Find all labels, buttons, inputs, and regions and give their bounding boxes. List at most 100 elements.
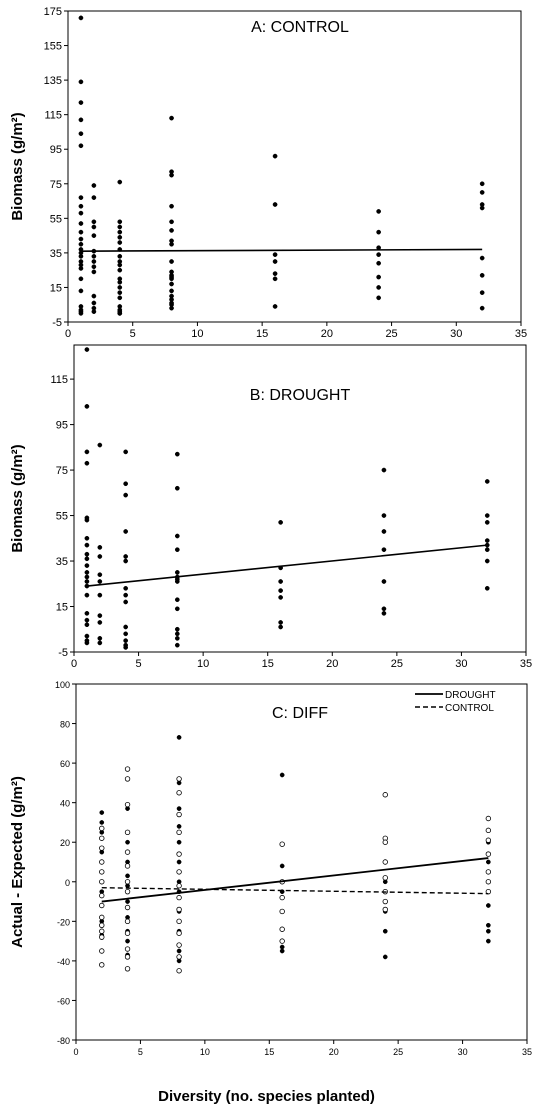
y-tick-label: 15 xyxy=(50,282,62,294)
y-tick-label: 75 xyxy=(56,465,68,477)
data-point xyxy=(123,558,129,564)
data-point xyxy=(97,640,103,646)
y-tick-label: -40 xyxy=(57,957,70,967)
x-tick-label: 0 xyxy=(73,1047,78,1057)
data-point-open xyxy=(99,825,105,832)
data-point xyxy=(84,551,90,557)
data-point xyxy=(484,479,490,484)
data-point xyxy=(78,117,84,123)
fit-lines xyxy=(86,544,488,587)
data-point xyxy=(381,513,387,518)
y-tick-label: 100 xyxy=(55,680,70,690)
panel-b: B: DROUGHT Biomass (g/m²) 0 5 10 15 20 25 30 35… xyxy=(9,344,532,670)
data-point xyxy=(169,115,174,121)
y-tick-label: 60 xyxy=(60,759,70,769)
data-point xyxy=(376,295,381,301)
data-point-open xyxy=(124,879,131,885)
data-point-open xyxy=(124,930,131,936)
x-tick-label: 25 xyxy=(393,1047,403,1057)
data-point xyxy=(484,547,490,553)
data-point xyxy=(176,859,182,865)
data-point xyxy=(123,481,129,487)
data-point xyxy=(169,241,174,247)
x-tick-label: 35 xyxy=(522,1047,532,1057)
data-point xyxy=(272,202,278,207)
data-point xyxy=(99,820,105,825)
data-point xyxy=(479,181,485,187)
data-point-open xyxy=(279,908,285,915)
data-point xyxy=(78,131,84,137)
data-point-open xyxy=(99,879,105,885)
data-point xyxy=(97,613,103,618)
data-point xyxy=(279,944,285,950)
ticks: 0 5 10 15 20 25 30 35 -5 15 35 55 75 95 115 xyxy=(50,374,532,670)
data-point xyxy=(123,554,129,559)
data-point xyxy=(169,259,174,264)
data-point xyxy=(125,899,130,904)
data-points xyxy=(84,347,490,650)
data-point-open xyxy=(176,829,182,836)
data-point xyxy=(84,592,90,598)
data-point xyxy=(169,219,174,225)
data-point xyxy=(117,290,123,295)
data-point xyxy=(278,579,283,584)
data-point xyxy=(91,293,97,299)
y-axis-label: Biomass (g/m²) xyxy=(9,444,26,552)
data-point xyxy=(117,253,123,259)
data-point xyxy=(174,533,180,539)
data-point xyxy=(479,273,485,278)
data-point xyxy=(97,620,103,625)
data-point xyxy=(174,631,180,637)
data-point xyxy=(382,954,388,960)
y-tick-label: 155 xyxy=(44,41,62,53)
data-point-open xyxy=(124,776,131,782)
data-point xyxy=(117,279,123,285)
panel-title: C: DIFF xyxy=(272,705,328,722)
data-point xyxy=(78,100,84,105)
data-point xyxy=(123,599,129,605)
data-point-open xyxy=(382,906,388,913)
data-point xyxy=(278,620,283,625)
data-point xyxy=(484,558,490,564)
data-point-open xyxy=(124,954,131,960)
data-point xyxy=(381,610,387,616)
data-point xyxy=(84,404,90,409)
y-tick-label: 20 xyxy=(60,838,70,848)
data-point xyxy=(99,810,105,815)
ticks: 0 5 10 15 20 25 30 35 -80 -60 -40 -20 0 20 40 60 80 100 xyxy=(55,680,532,1057)
data-point xyxy=(272,153,278,159)
data-point xyxy=(485,938,491,944)
data-point xyxy=(279,772,285,778)
data-points xyxy=(78,15,485,316)
x-tick-label: 20 xyxy=(329,1047,339,1057)
panel-c: C: DIFF Actual - Expected (g/m²) 0 5 10 15 2… xyxy=(9,680,532,1057)
panel-title: A: CONTROL xyxy=(251,19,349,36)
data-point xyxy=(84,633,90,639)
data-point xyxy=(381,547,387,553)
data-point-open xyxy=(99,914,105,921)
y-tick-label: 135 xyxy=(44,75,62,87)
data-point xyxy=(117,295,123,301)
data-point xyxy=(78,210,84,216)
data-point xyxy=(97,545,103,550)
data-point-open xyxy=(99,922,105,928)
data-point-open xyxy=(176,968,182,974)
data-point xyxy=(84,610,90,616)
data-point xyxy=(174,485,180,491)
data-point xyxy=(125,938,130,944)
data-point xyxy=(272,259,278,264)
data-point xyxy=(84,556,90,562)
data-point xyxy=(84,570,90,575)
x-tick-label: 15 xyxy=(264,1047,274,1057)
data-point xyxy=(381,529,387,534)
x-tick-label: 5 xyxy=(136,658,142,670)
y-tick-label: -80 xyxy=(57,1036,70,1046)
data-point xyxy=(97,572,103,578)
regression-line xyxy=(86,544,488,587)
y-tick-label: 35 xyxy=(50,248,62,260)
data-point xyxy=(78,203,84,209)
data-point xyxy=(123,592,129,598)
x-tick-label: 10 xyxy=(197,658,209,670)
y-tick-label: 115 xyxy=(50,374,68,386)
